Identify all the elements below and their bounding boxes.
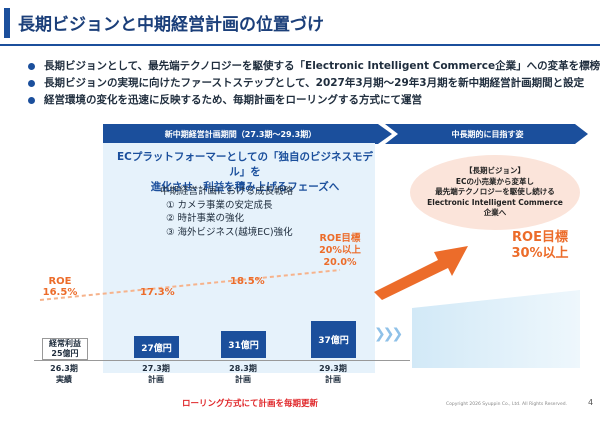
bullet-dot-icon [28, 97, 35, 104]
bullet-list: 長期ビジョンとして、最先端テクノロジーを駆使する「Electronic Inte… [26, 58, 600, 109]
growth-arrow-icon [374, 246, 468, 300]
chevron-right-icon: ❯❯❯ [374, 326, 403, 342]
long-term-vision-bubble: 【長期ビジョン】 ECの小売業から変革し 最先端テクノロジーを駆使し続ける El… [410, 155, 580, 230]
strategy-item: ① カメラ事業の安定成長 [166, 199, 273, 211]
bullet-item: 長期ビジョンとして、最先端テクノロジーを駆使する「Electronic Inte… [26, 58, 600, 75]
mid-plan-headline: ECプラットフォーマーとしての「独自のビジネスモデル」を 進化させ、利益を積み上… [116, 151, 374, 193]
year-label: 28.3期 計画 [229, 364, 257, 384]
profit-bar-29: 37億円 [311, 321, 356, 358]
long-term-vision-label: 中長期的に目指す姿 [451, 129, 524, 139]
title-accent-bar [4, 8, 10, 38]
profit-bar-27: 27億円 [134, 336, 179, 358]
roe-base-label: ROE 16.5% [42, 276, 78, 298]
mid-plan-period-label: 新中期経営計画期間（27.3期〜29.3期） [164, 129, 317, 139]
bullet-item: 長期ビジョンの実現に向けたファーストステップとして、2027年3月期～29年3月… [26, 75, 596, 92]
bullet-dot-icon [28, 63, 35, 70]
copyright: Copyright 2026 Syuppin Co., Ltd. All Rig… [446, 402, 568, 407]
timeline-arrows [103, 124, 588, 144]
roe-point-27: 17.3% [140, 287, 175, 298]
roe-line-chart [39, 269, 341, 301]
mid-plan-arrow-shape [103, 124, 392, 144]
strategy-title: 中期経営計画における成長戦略 [160, 186, 294, 197]
bullet-item: 経営環境の変化を迅速に反映するため、毎期計画をローリングする方式にて運営 [26, 92, 596, 109]
base-profit-box: 経常利益 25億円 [42, 338, 88, 360]
page-title: 長期ビジョンと中期経営計画の位置づけ [18, 15, 324, 35]
roe-trend-line [39, 269, 341, 301]
rolling-note: ローリング方式にて計画を毎期更新 [182, 399, 319, 409]
roe-point-28: 18.5% [230, 276, 265, 287]
chart-baseline [34, 360, 410, 361]
strategy-item: ③ 海外ビジネス(越境EC)強化 [166, 226, 293, 238]
bullet-dot-icon [28, 80, 35, 87]
year-label: 26.3期 実績 [50, 364, 78, 384]
long-term-roe-target: ROE目標 30%以上 [511, 230, 569, 261]
year-label: 27.3期 計画 [142, 364, 170, 384]
page-number: 4 [588, 398, 594, 407]
roe-target-mid: ROE目標 20%以上 20.0% [319, 233, 361, 268]
growth-strategy-list: 中期経営計画における成長戦略 ① カメラ事業の安定成長 ② 時計事業の強化 ③ … [160, 185, 293, 239]
profit-bar-28: 31億円 [221, 331, 266, 358]
long-term-arrow-shape [385, 124, 588, 144]
strategy-item: ② 時計事業の強化 [166, 213, 245, 224]
long-term-bar-slant [412, 290, 580, 308]
year-label: 29.3期 計画 [319, 364, 347, 384]
title-underline [0, 44, 600, 46]
